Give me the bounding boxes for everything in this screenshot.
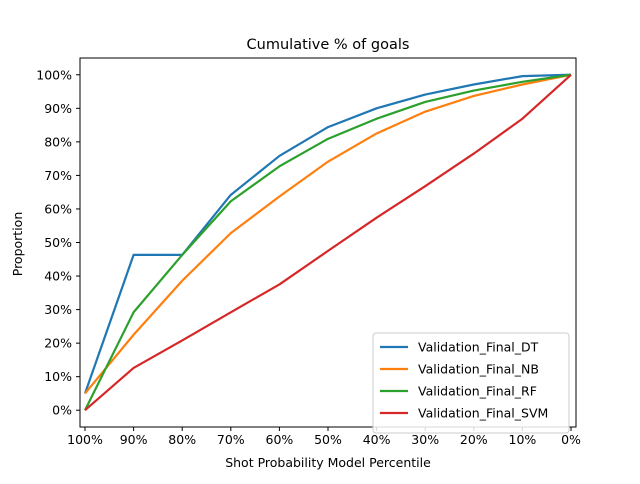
x-tick-label: 100% (67, 432, 103, 447)
series-line-Validation_Final_NB (84, 73, 572, 395)
legend-label: Validation_Final_SVM (418, 406, 548, 421)
x-tick-label: 90% (120, 432, 148, 447)
series-line-Validation_Final_SVM (84, 73, 572, 412)
y-tick-label: 70% (44, 168, 72, 183)
plot-area: 100% 90% 80% 70% 60% 50% 40% 30% 20% 10% 0% 0% 10% 20… (36, 57, 581, 447)
x-tick-label: 20% (460, 432, 488, 447)
legend: Validation_Final_DT Validation_Final_NB Va… (372, 332, 570, 434)
legend-label: Validation_Final_RF (418, 384, 537, 399)
x-axis-label: Shot Probability Model Percentile (225, 455, 431, 470)
series-line-Validation_Final_DT (83, 73, 572, 394)
y-tick-label: 90% (44, 101, 72, 116)
y-tick-label: 80% (44, 134, 72, 149)
chart-title: Cumulative % of goals (247, 37, 410, 53)
y-tick-label: 60% (44, 201, 72, 216)
legend-box (372, 332, 570, 434)
x-tick-label: 70% (217, 432, 245, 447)
x-tick-label: 80% (168, 432, 196, 447)
y-tick-label: 50% (44, 235, 72, 250)
y-tick-label: 100% (36, 67, 72, 82)
y-axis-label: Proportion (10, 212, 25, 277)
y-tick-label: 20% (44, 336, 72, 351)
x-tick-label: 60% (266, 432, 294, 447)
x-tick-label: 50% (314, 432, 342, 447)
y-tick-label: 30% (44, 302, 72, 317)
y-tick-label: 0% (52, 403, 72, 418)
x-tick-label: 40% (363, 432, 391, 447)
x-tick-label: 0% (561, 432, 581, 447)
x-tick-label: 10% (509, 432, 537, 447)
y-tick-label: 10% (44, 369, 72, 384)
x-tick-label: 30% (411, 432, 439, 447)
y-tick-label: 40% (44, 269, 72, 284)
legend-label: Validation_Final_DT (418, 340, 539, 355)
series-line-Validation_Final_RF (84, 73, 572, 411)
legend-label: Validation_Final_NB (418, 362, 539, 377)
